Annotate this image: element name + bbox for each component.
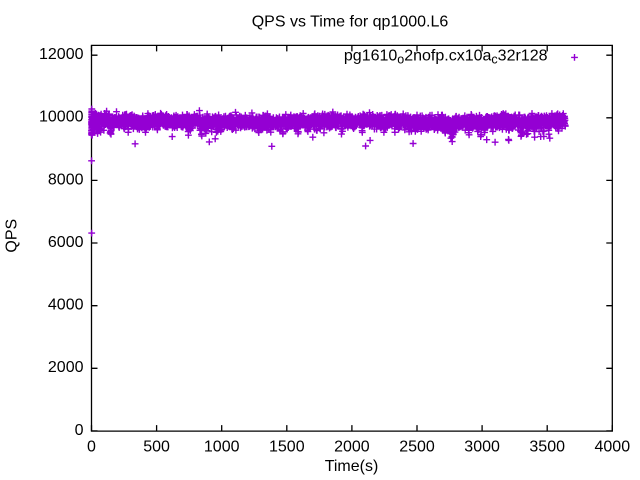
svg-text:1500: 1500 [269,439,305,456]
svg-text:0: 0 [87,439,96,456]
svg-text:500: 500 [143,439,170,456]
svg-text:4000: 4000 [595,439,631,456]
svg-text:Time(s): Time(s) [325,458,379,475]
svg-text:10000: 10000 [39,109,84,126]
svg-text:8000: 8000 [48,171,84,188]
svg-text:0: 0 [75,422,84,439]
svg-text:QPS vs Time for qp1000.L6: QPS vs Time for qp1000.L6 [252,14,449,31]
svg-text:4000: 4000 [48,297,84,314]
svg-text:2500: 2500 [399,439,435,456]
svg-text:6000: 6000 [48,234,84,251]
svg-text:12000: 12000 [39,46,84,63]
svg-text:QPS: QPS [4,219,21,253]
svg-text:3500: 3500 [529,439,565,456]
svg-text:1000: 1000 [204,439,240,456]
svg-text:2000: 2000 [48,359,84,376]
svg-text:2000: 2000 [334,439,370,456]
svg-text:3000: 3000 [464,439,500,456]
svg-text:pg1610o2nofp.cx10ac32r128: pg1610o2nofp.cx10ac32r128 [344,48,548,67]
